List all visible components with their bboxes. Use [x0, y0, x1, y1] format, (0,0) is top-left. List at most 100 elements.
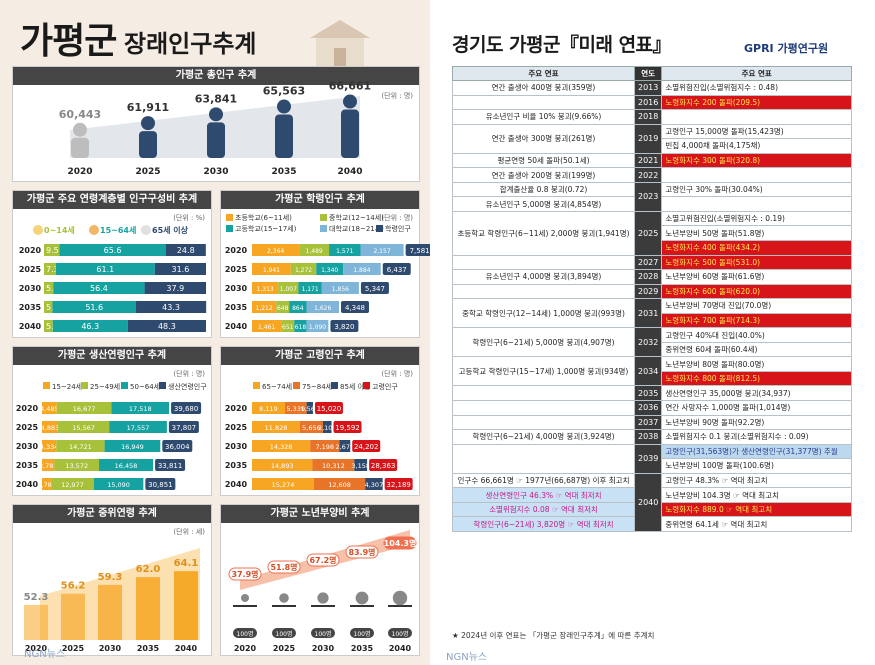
year-cell: 2027 [633, 254, 663, 271]
school-age-value: 1,007 [280, 286, 297, 293]
school-age-value: 2,364 [267, 248, 284, 255]
elderly-value: 10,312 [322, 462, 345, 470]
header-left: 주요 연표 [452, 66, 635, 81]
elderly-bar [310, 440, 340, 452]
year-tick-label: 2030 [225, 442, 248, 451]
elderly-value: 14,893 [271, 462, 294, 470]
working-age-value: 15,090 [107, 481, 130, 489]
school-age-bar [278, 282, 299, 294]
school-age-value: 1,313 [257, 286, 274, 293]
event-right: 노령화지수 800 돌파(812.5) [661, 370, 852, 387]
age-share-value: 24.8 [177, 246, 195, 255]
year-tick-label: 2040 [19, 322, 42, 331]
school-age-bar [316, 263, 344, 275]
event-left [452, 254, 635, 271]
working-age-value: 16,949 [121, 443, 144, 451]
elderly-bar [306, 402, 313, 414]
total-badge [168, 421, 199, 433]
unit-label: (단위 : %) [173, 214, 205, 222]
working-age-value: 4,883 [41, 424, 60, 432]
event-left: 연간 출생아 200명 붕괴(199명) [452, 167, 635, 183]
median-age-value: 64.1 [174, 558, 199, 569]
school-age-bar [276, 301, 290, 313]
median-age-bar [136, 577, 160, 640]
school-age-bar [289, 301, 307, 313]
event-right: 생산연령인구 35,000명 붕괴(34,937) [661, 385, 852, 402]
school-age-value: 1,884 [353, 267, 370, 274]
total-badge [352, 440, 381, 452]
timeline-row: 2037 노년부양비 90명 돌파(92.2명) [452, 414, 852, 431]
school-age-value: 864 [292, 305, 304, 312]
event-left: 고등학교 학령인구(15~17세) 1,000명 붕괴(934명) [452, 356, 635, 387]
house-illustration-icon [310, 20, 370, 66]
age-share-value: 9.5 [46, 246, 59, 255]
population-bar [139, 131, 157, 158]
age-share-value: 46.3 [81, 322, 99, 331]
total-badge [405, 244, 430, 256]
timeline-row: 노령화지수 400 돌파(434.2) [453, 240, 852, 256]
year-tick-label: 2020 [25, 644, 48, 653]
working-age-bar [56, 402, 112, 414]
working-age-total: 37,807 [172, 424, 197, 432]
elderly-value: 15,274 [272, 481, 295, 489]
legend-swatch [226, 214, 233, 221]
elderly-bar [284, 402, 307, 414]
working-age-total: 33,811 [158, 462, 183, 470]
event-right: 중위연령 64.1세 ☞ 역대 최고치 [661, 516, 852, 532]
timeline-row: 유소년인구 비율 10% 붕괴(9.66%) 2018 [452, 109, 852, 125]
population-value-label: 66,661 [329, 80, 371, 93]
elderly-bar [252, 421, 301, 433]
total-badge [171, 402, 202, 414]
school-age-bar [360, 244, 404, 256]
timeline-row: 연간 출생아 300명 붕괴(261명) 2019 고령인구 15,000명 돌파(… [452, 123, 852, 154]
legend-swatch [320, 214, 327, 221]
event-left: 연간 출생아 300명 붕괴(261명) [452, 123, 635, 154]
dependency-value: 51.8명 [270, 562, 297, 572]
timeline-row: 소멸위험지수 0.08 ☞ 역대 최저치 노령화지수 889.0 ☞ 역대 최고치 [452, 501, 852, 518]
year-cell: 2036 [633, 400, 663, 416]
year-tick-label: 2035 [225, 303, 248, 312]
total-badge [360, 282, 389, 294]
year-tick-label: 2040 [389, 644, 412, 653]
watermark-right: NGN뉴스 [446, 652, 488, 663]
person-head-mark [343, 94, 357, 109]
school-age-value: 651 [282, 324, 294, 331]
population-bar [341, 109, 359, 158]
elderly-person-icon [279, 593, 289, 603]
age-share-bar [59, 244, 166, 256]
unit-label: (단위 : 명) [381, 370, 413, 378]
header-year: 연도 [633, 66, 663, 81]
school-age-bar [343, 263, 381, 275]
school-age-value: 1,856 [332, 286, 349, 293]
base-badge-label: 100명 [392, 630, 409, 638]
school-age-value: 648 [277, 305, 289, 312]
dependency-badge [306, 553, 340, 567]
event-right: 노년부양비 104.3명 ☞ 역대 최고치 [661, 487, 852, 503]
working-age-value: 12,977 [61, 481, 84, 489]
age-share-value: 48.3 [158, 322, 176, 331]
legend-label: 0~14세 [44, 225, 75, 235]
event-left [452, 414, 635, 431]
panel-title: 가평군 학령인구 추계 [221, 191, 419, 209]
total-badge [145, 478, 176, 490]
elderly-total: 28,363 [371, 462, 396, 470]
age-share-value: 43.3 [162, 303, 180, 312]
age-share-bar [136, 301, 207, 313]
school-age-total: 5,347 [365, 285, 385, 293]
school-age-total: 4,348 [345, 304, 365, 312]
person-head-mark [141, 116, 155, 131]
legend-swatch [376, 225, 383, 232]
event-right: 고령인구 30% 돌파(30.04%) [661, 181, 852, 198]
elderly-bar [354, 459, 368, 471]
age-share-bar [52, 320, 128, 332]
person-head-mark [277, 99, 291, 114]
person-head-mark [209, 107, 223, 122]
school-age-bar [290, 263, 317, 275]
timeline-row: 2027 노령화지수 500 돌파(531.0) [452, 254, 852, 271]
elderly-value: 1,562 [300, 405, 319, 413]
event-left: 평균연령 50세 돌파(50.1세) [452, 152, 635, 169]
total-badge [384, 478, 413, 490]
elderly-person-icon [241, 594, 249, 602]
working-age-bar [111, 402, 170, 414]
event-right: 고령인구 40%대 진입(40.0%) [661, 327, 852, 343]
